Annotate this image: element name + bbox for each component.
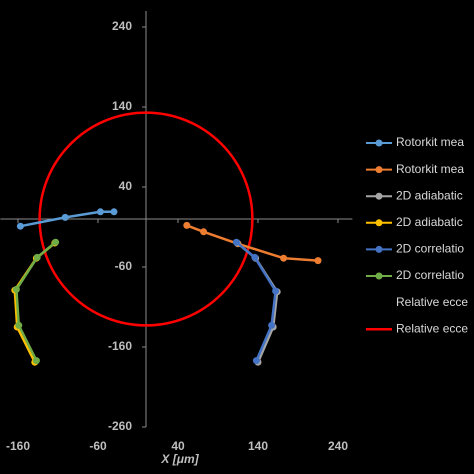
legend-marker [375,166,383,174]
series-point [12,285,20,293]
series-point [183,221,191,229]
y-tick-label: 40 [119,179,133,193]
y-tick-label: -260 [108,419,132,433]
series-point [268,321,276,329]
legend-marker [375,272,383,280]
legend-label: 2D adiabatic [396,215,463,229]
series-point [96,208,104,216]
series-point [251,253,259,261]
legend-marker [375,139,383,147]
y-tick-label: 140 [112,99,132,113]
legend-label: 2D correlatio [396,242,464,256]
eccentricity-circle [38,111,254,327]
legend: Rotorkit mea Rotorkit mea 2D adiabatic 2D a… [366,135,468,335]
series-point [15,321,23,329]
legend-label: Relative ecce [396,295,468,309]
series-line [20,210,114,228]
series-point [61,213,69,221]
x-tick-label: 40 [171,439,185,453]
series-point [272,287,280,295]
legend-marker [375,192,383,200]
y-tick-label: 240 [112,19,132,33]
legend-label: 2D adiabatic [396,188,463,202]
series-point [232,238,240,246]
x-tick-label: -160 [6,439,30,453]
series-point [32,357,40,365]
series-point [252,357,260,365]
legend-marker [375,219,383,227]
series-point [314,257,322,265]
series-point [280,254,288,262]
series-point [110,208,118,216]
legend-marker [375,245,383,253]
legend-label: Relative ecce [396,321,468,335]
series-point [200,228,208,236]
legend-label: Rotorkit mea [396,162,464,176]
x-tick-label: 240 [328,439,348,453]
series-point [33,253,41,261]
x-axis-label: X [μm] [160,452,199,466]
series-point [16,222,24,230]
series-point [52,238,60,246]
legend-label: Rotorkit mea [396,135,464,149]
y-tick-label: -160 [108,339,132,353]
legend-label: 2D correlatio [396,268,464,282]
x-tick-label: -60 [89,439,107,453]
y-tick-label: -60 [115,259,133,273]
x-tick-label: 140 [248,439,268,453]
